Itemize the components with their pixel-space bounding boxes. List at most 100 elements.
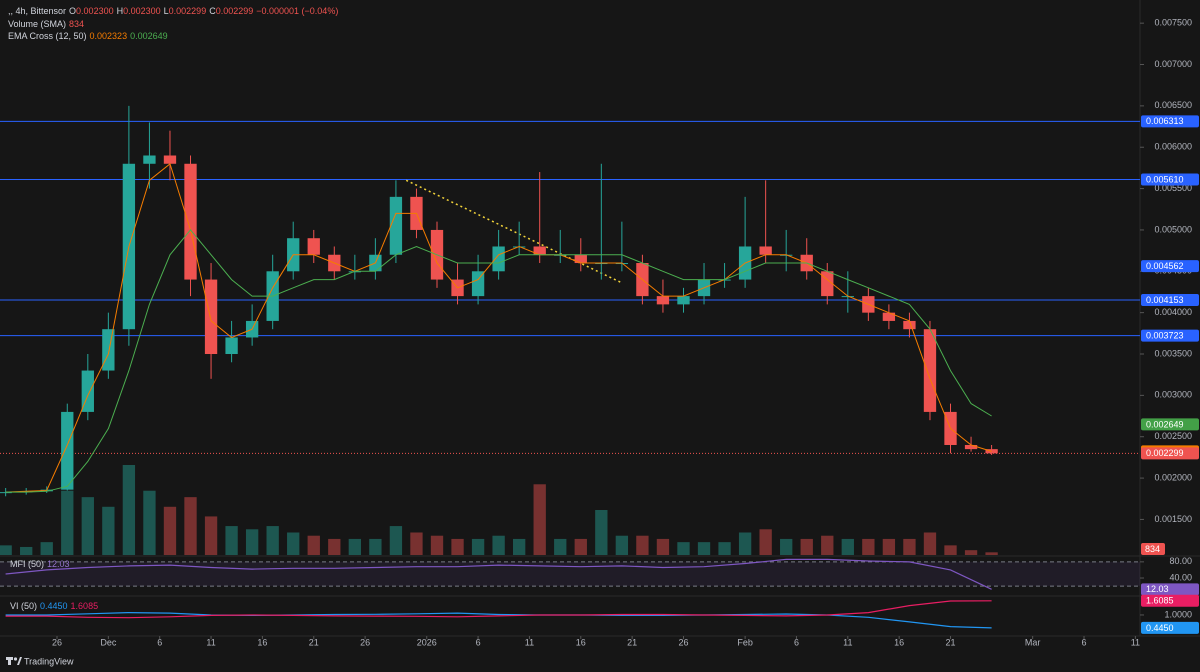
volume-bar <box>738 532 752 555</box>
y-tick-label: 0.006500 <box>1154 100 1192 110</box>
candle-body <box>759 246 772 255</box>
volume-bar <box>841 538 854 555</box>
volume-bar <box>225 526 238 555</box>
price-label: 0.002649 <box>1146 419 1184 429</box>
x-tick-label: 21 <box>627 637 637 647</box>
indicator-name: VI (50) <box>10 601 38 611</box>
y-tick-label: 0.001500 <box>1154 514 1192 524</box>
symbol: ,, 4h, Bittensor <box>8 6 67 16</box>
x-tick-label: 11 <box>525 637 534 647</box>
x-tick-label: 26 <box>360 637 370 647</box>
y-tick-label: 0.005500 <box>1154 183 1192 193</box>
y-tick-label: 0.007000 <box>1154 59 1192 69</box>
volume-bar <box>184 497 197 555</box>
candle-body <box>903 320 916 330</box>
candle-body <box>882 312 896 321</box>
price-label-box <box>1141 594 1199 607</box>
price-label: 0.4450 <box>1146 623 1174 633</box>
volume-bar <box>533 484 546 555</box>
volume-bar <box>677 542 690 555</box>
ema-line <box>5 162 992 493</box>
volume-bar <box>81 497 94 555</box>
x-tick-label: Dec <box>100 637 117 647</box>
indicator-name: MFI (50) <box>10 559 45 569</box>
ohlc-value: 0.002299 <box>168 6 207 16</box>
volume-bar <box>471 538 485 555</box>
candle-body <box>533 246 546 255</box>
candle-body <box>492 246 505 272</box>
x-tick-label: 26 <box>678 637 688 647</box>
volume-bar <box>554 538 567 555</box>
volume-bar <box>287 532 300 555</box>
volume-bar <box>143 490 156 555</box>
brand: TradingView <box>24 656 74 666</box>
indicator-value: 0.4450 <box>40 601 68 611</box>
volume-bar <box>636 535 649 555</box>
volume-bar <box>862 538 875 555</box>
volume-bar <box>656 538 670 555</box>
ohlc-key: O <box>69 6 77 16</box>
volume-bar <box>122 465 136 555</box>
volume-bar <box>800 538 813 555</box>
volume-bar <box>697 542 711 555</box>
volume-bar <box>944 545 957 555</box>
y-tick-label: 40.00 <box>1169 572 1192 582</box>
candle-body <box>821 271 834 297</box>
y-tick-label: 0.005000 <box>1154 224 1192 234</box>
x-tick-label: 2026 <box>417 637 437 647</box>
price-label-box <box>1141 260 1199 273</box>
brand-logo <box>6 657 22 665</box>
candle-body <box>471 271 485 297</box>
volume-bar <box>328 538 341 555</box>
x-tick-label: 16 <box>894 637 904 647</box>
price-label: 0.005610 <box>1146 174 1184 184</box>
x-tick-label: 26 <box>52 637 62 647</box>
price-label: 0.004562 <box>1146 261 1184 271</box>
legend-ema: EMA Cross (12, 50) 0.002323 0.002649 <box>8 31 171 41</box>
x-tick-label: 6 <box>794 637 799 647</box>
volume-bar <box>759 529 772 555</box>
candle-body <box>964 444 978 450</box>
x-tick-label: 21 <box>946 637 956 647</box>
price-label: 0.003723 <box>1146 330 1184 340</box>
indicator-value: 0.002323 <box>89 31 128 41</box>
price-label: 12.03 <box>1146 584 1169 594</box>
indicator-value: 12.03 <box>47 559 70 569</box>
candle-body <box>307 238 320 255</box>
volume-bar <box>821 535 834 555</box>
ohlc-value: 0.002300 <box>76 6 114 16</box>
volume-bar <box>615 535 629 555</box>
price-label-box <box>1141 418 1199 431</box>
y-tick-label: 1.0000 <box>1164 609 1192 619</box>
candle-body <box>595 263 608 265</box>
indicator-line <box>5 600 992 619</box>
volume-bar <box>102 506 115 555</box>
volume-bar <box>780 538 793 555</box>
indicator-name: Volume (SMA) <box>8 19 67 29</box>
volume-bar <box>348 538 361 555</box>
ohlc-key: H <box>116 6 124 16</box>
ema-line <box>5 229 992 493</box>
volume-bar <box>451 538 464 555</box>
price-label-box <box>1141 115 1199 128</box>
ohlc-key: C <box>209 6 216 16</box>
volume-bar <box>40 542 53 555</box>
x-tick-label: 11 <box>206 637 215 647</box>
candle-body <box>923 329 937 412</box>
volume-bar <box>163 506 177 555</box>
price-label-box <box>1141 583 1199 596</box>
y-tick-label: 0.002500 <box>1154 431 1192 441</box>
ohlc-value: 0.002299 <box>215 6 254 16</box>
price-label: 1.6085 <box>1146 596 1174 606</box>
legend-volume: Volume (SMA) 834 <box>8 19 87 29</box>
x-tick-label: 6 <box>476 637 481 647</box>
candle-body <box>0 492 12 494</box>
candle-body <box>225 337 238 355</box>
volume-bar <box>574 538 587 555</box>
ohlc-value: 0.002300 <box>123 6 161 16</box>
price-label-box <box>1141 621 1199 634</box>
volume-bar <box>389 526 403 555</box>
y-tick-label: 0.004000 <box>1154 307 1192 317</box>
candle-body <box>163 155 177 164</box>
